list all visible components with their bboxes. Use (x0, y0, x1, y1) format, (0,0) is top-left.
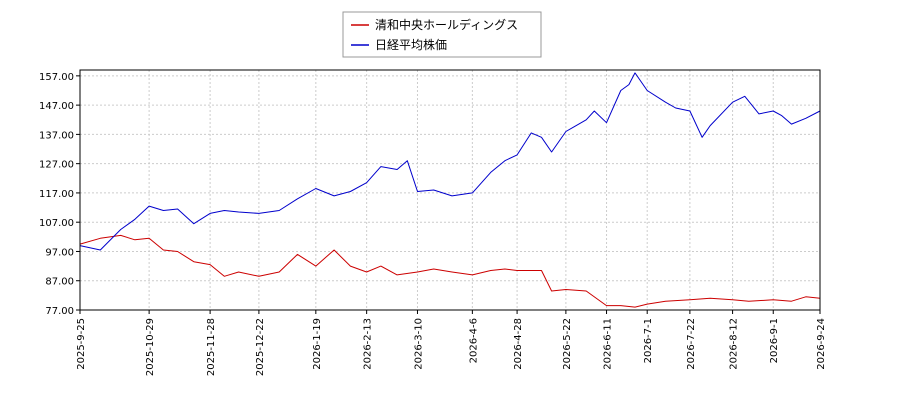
x-tick-label: 2026-4-28 (513, 318, 524, 370)
legend-box (342, 11, 542, 58)
y-tick-label: 117.00 (39, 189, 74, 200)
y-tick-label: 87.00 (45, 277, 74, 288)
x-tick-label: 2025-11-28 (206, 318, 217, 376)
x-tick-label: 2025-12-22 (255, 318, 266, 376)
x-tick-label: 2025-10-29 (145, 318, 156, 376)
x-tick-label: 2026-3-10 (413, 318, 424, 370)
plot-frame (79, 69, 821, 311)
x-tick-label: 2026-9-24 (816, 318, 827, 370)
y-tick-label: 127.00 (39, 160, 74, 171)
x-tick-label: 2026-7-1 (643, 318, 654, 363)
series-line-1 (79, 234, 821, 308)
grid (79, 70, 821, 311)
series-line-2 (79, 72, 821, 251)
y-tick-label: 157.00 (39, 72, 74, 83)
x-tick-label: 2026-9-1 (769, 318, 780, 363)
y-axis: 77.00 87.00 97.00 107.00 117.00 127.00 137.00 1… (39, 72, 80, 317)
y-tick-label: 147.00 (39, 101, 74, 112)
legend: 清和中央ホールディングス 日経平均株価 (342, 11, 542, 58)
legend-label-series-1: 清和中央ホールディングス (375, 17, 518, 32)
x-tick-label: 2026-8-12 (729, 318, 740, 370)
y-tick-label: 97.00 (45, 247, 74, 258)
legend-label-series-2: 日経平均株価 (375, 37, 447, 52)
x-tick-label: 2025-9-25 (76, 318, 87, 370)
x-axis: 2025-9-25 2025-10-29 2025-11-28 2025-12-22 2… (76, 310, 827, 376)
y-tick-label: 107.00 (39, 218, 74, 229)
x-tick-label: 2026-4-6 (468, 318, 479, 363)
x-tick-label: 2026-7-22 (686, 318, 697, 370)
series-lines (79, 72, 821, 308)
x-tick-label: 2026-5-22 (562, 318, 573, 370)
x-tick-label: 2026-2-13 (363, 318, 374, 370)
x-tick-label: 2026-6-11 (603, 318, 614, 370)
x-tick-label: 2026-1-19 (312, 318, 323, 370)
y-tick-label: 137.00 (39, 130, 74, 141)
y-tick-label: 77.00 (45, 306, 74, 317)
